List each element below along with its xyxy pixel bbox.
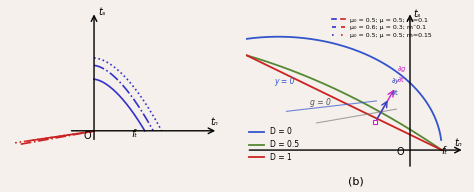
Text: g = 0: g = 0 (310, 98, 331, 107)
Legend: D = 0, D = 0.5, D = 1: D = 0, D = 0.5, D = 1 (246, 124, 302, 165)
Text: tₙ: tₙ (454, 138, 462, 148)
Text: fₜ: fₜ (131, 129, 138, 139)
Text: O: O (83, 131, 91, 141)
Text: tₛ: tₛ (99, 7, 106, 17)
Text: O: O (397, 147, 404, 157)
Text: $\partial y$
$\partial$t: $\partial y$ $\partial$t (391, 76, 401, 97)
Text: tₛ: tₛ (414, 9, 421, 19)
Text: (b): (b) (347, 177, 364, 187)
Legend: μ₀ = 0.5; μ = 0.5; m=0.1, μ₀ = 0.6; μ = 0.3; m⁻0.1, μ₀ = 0.5; μ = 0.5; m=0.15: μ₀ = 0.5; μ = 0.5; m=0.1, μ₀ = 0.6; μ = … (329, 15, 434, 41)
Text: tₙ: tₙ (210, 117, 218, 127)
Text: $\partial g$
$\partial$t: $\partial g$ $\partial$t (397, 64, 407, 84)
Text: fₜ: fₜ (441, 146, 447, 156)
Text: y = 0: y = 0 (274, 77, 294, 86)
